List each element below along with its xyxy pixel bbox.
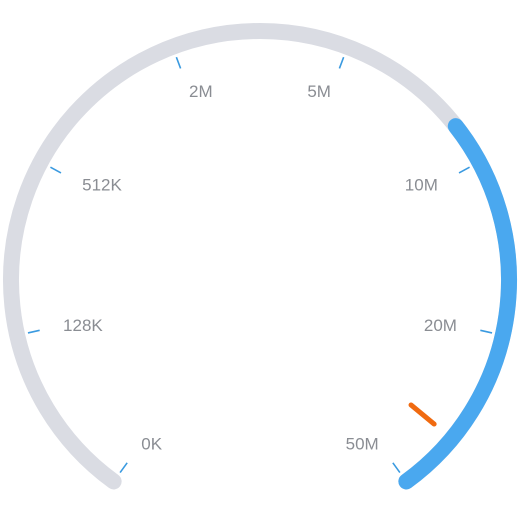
gauge-tick	[458, 166, 470, 174]
gauge-tick	[27, 329, 40, 334]
gauge-tick-label: 10M	[405, 175, 438, 194]
gauge-tick-label: 128K	[63, 316, 103, 335]
gauge-tick-label: 512K	[82, 175, 122, 194]
gauge-tick-label: 20M	[424, 316, 457, 335]
gauge-tick-label: 0K	[141, 434, 162, 453]
gauge-needle	[408, 402, 437, 427]
gauge-tick-label: 50M	[346, 434, 379, 453]
gauge-tick-labels: 0K 128K 512K 2M 5M 10M 20M 50M	[63, 82, 457, 454]
gauge-tick	[50, 166, 62, 174]
gauge-tick	[338, 56, 345, 69]
gauge-track-arc	[3, 23, 517, 490]
gauge-tick-label: 5M	[307, 82, 331, 101]
gauge-tick	[175, 56, 182, 69]
gauge-tick	[480, 329, 493, 334]
gauge-tick	[392, 462, 401, 474]
gauge-ticks	[27, 56, 493, 474]
gauge-tick-label: 2M	[189, 82, 213, 101]
gauge-progress-arc	[398, 118, 517, 490]
gauge-tick	[119, 462, 128, 474]
